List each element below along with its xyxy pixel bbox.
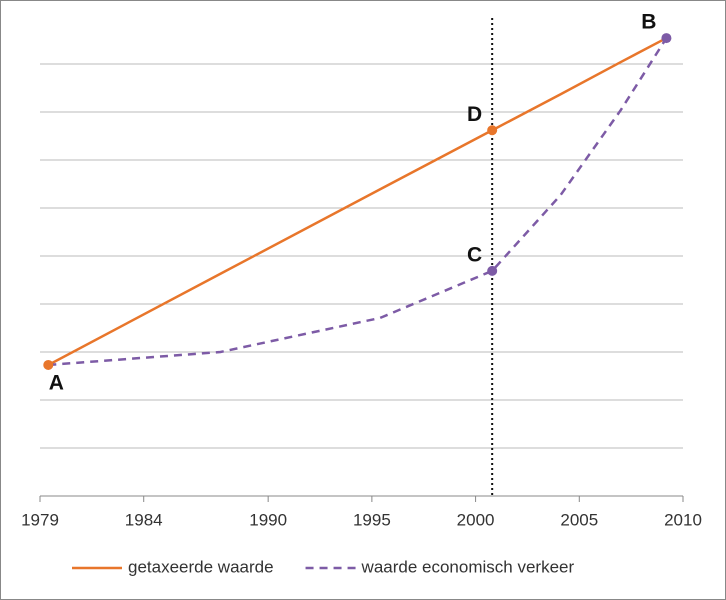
point-marker: [661, 33, 672, 44]
x-tick-label: 1995: [353, 510, 391, 529]
x-tick-label: 1984: [125, 510, 163, 529]
point-marker: [487, 265, 498, 276]
point-label: D: [467, 103, 482, 126]
point-label: A: [49, 372, 64, 395]
point-marker: [43, 359, 54, 370]
point-label: C: [467, 243, 482, 266]
series-line: [48, 37, 668, 367]
legend-label: waarde economisch verkeer: [361, 557, 575, 576]
x-tick-label: 1979: [21, 510, 59, 529]
x-tick-label: 2005: [560, 510, 598, 529]
point-label: B: [641, 11, 656, 34]
legend-label: getaxeerde waarde: [128, 557, 274, 576]
point-marker: [487, 125, 498, 136]
x-tick-label: 2000: [457, 510, 495, 529]
x-tick-label: 1990: [249, 510, 287, 529]
x-tick-label: 2010: [664, 510, 702, 529]
